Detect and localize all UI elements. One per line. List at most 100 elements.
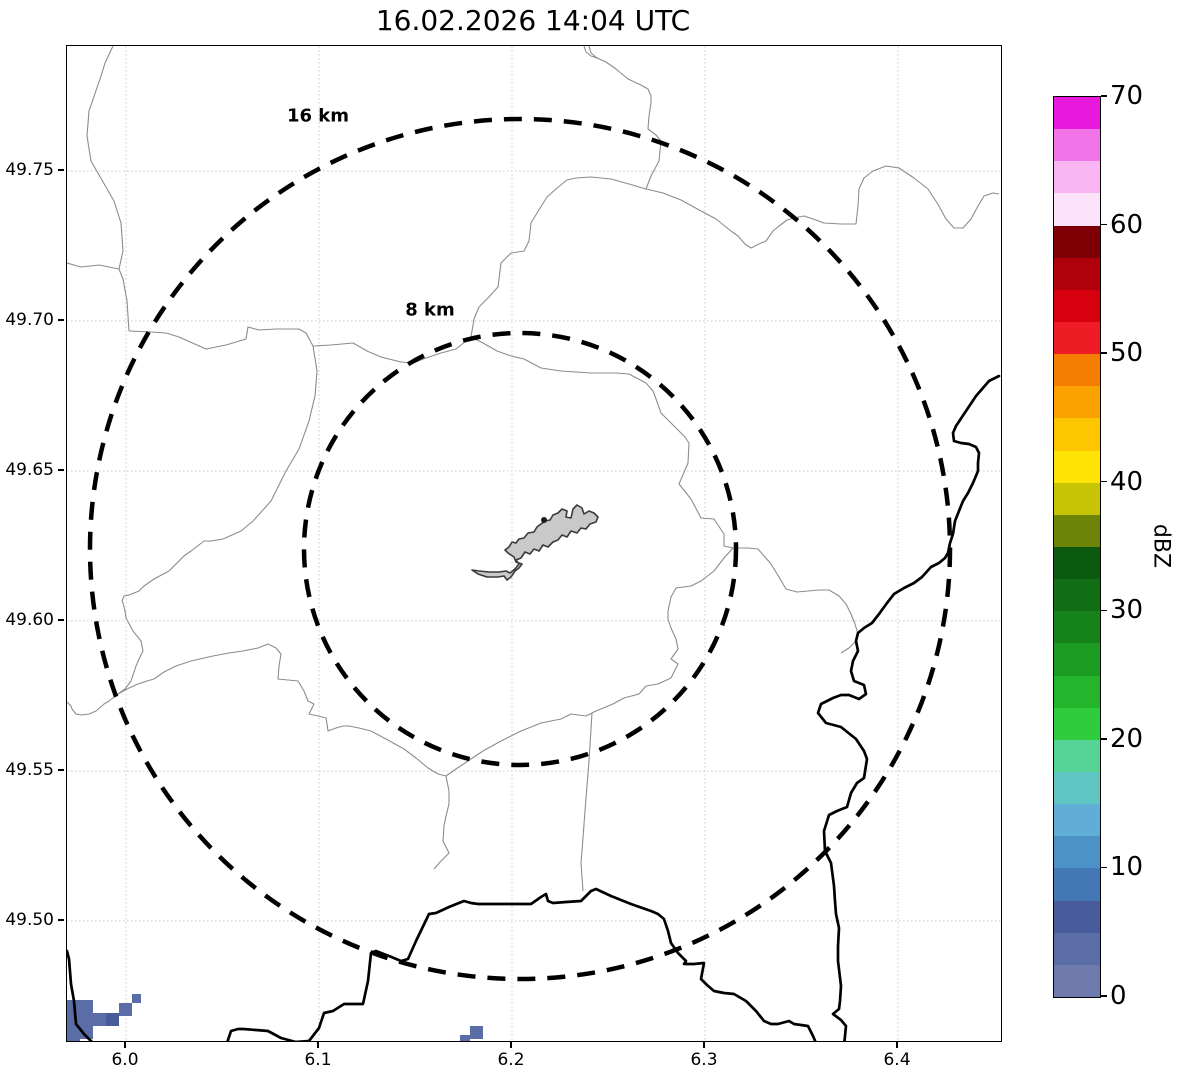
colorbar-segment bbox=[1054, 97, 1100, 130]
colorbar-segment bbox=[1054, 868, 1100, 901]
colorbar-tick-mark bbox=[1101, 995, 1107, 997]
range-ring-circle bbox=[301, 330, 739, 768]
y-tick-mark bbox=[58, 319, 64, 321]
x-tick-label: 6.2 bbox=[497, 1050, 525, 1070]
x-tick-mark bbox=[510, 1042, 512, 1048]
colorbar-tick-mark bbox=[1101, 480, 1107, 483]
colorbar-tick-mark bbox=[1101, 609, 1107, 612]
colorbar-segment bbox=[1054, 289, 1100, 322]
region-boundary-line bbox=[117, 345, 318, 695]
region-boundary-line bbox=[583, 46, 598, 59]
y-tick-label: 49.65 bbox=[5, 460, 54, 480]
region-boundary-line bbox=[645, 165, 1000, 249]
colorbar-tick-label: 40 bbox=[1110, 466, 1144, 497]
region-boundary-line bbox=[128, 326, 647, 384]
colorbar-segment bbox=[1054, 386, 1100, 419]
colorbar-segment bbox=[1054, 354, 1100, 387]
region-boundary-line bbox=[470, 176, 647, 338]
y-tick-label: 49.70 bbox=[5, 310, 54, 330]
colorbar-segment bbox=[1054, 225, 1100, 258]
colorbar-segment bbox=[1054, 482, 1100, 515]
colorbar-segment bbox=[1054, 643, 1100, 676]
radar-echo-cell bbox=[80, 1026, 93, 1039]
colorbar-segment bbox=[1054, 161, 1100, 194]
radar-echo-cell bbox=[80, 1013, 93, 1026]
x-tick-mark bbox=[317, 1042, 319, 1048]
colorbar-segment bbox=[1054, 418, 1100, 451]
city-area-polygon bbox=[471, 504, 599, 581]
region-boundary-line bbox=[117, 643, 447, 777]
colorbar-segment bbox=[1054, 836, 1100, 869]
colorbar-tick-mark bbox=[1101, 866, 1107, 869]
range-ring-circle bbox=[87, 116, 953, 982]
x-tick-label: 6.4 bbox=[883, 1050, 911, 1070]
region-boundary-line bbox=[580, 712, 593, 892]
colorbar-tick-label: 60 bbox=[1110, 209, 1144, 240]
colorbar-segment bbox=[1054, 611, 1100, 644]
colorbar-tick-label: 70 bbox=[1110, 81, 1144, 111]
city-marker-dot bbox=[541, 517, 547, 523]
colorbar-segment bbox=[1054, 321, 1100, 355]
colorbar-segment bbox=[1054, 514, 1100, 547]
colorbar-segment bbox=[1054, 546, 1100, 580]
colorbar-segment bbox=[1054, 579, 1100, 612]
y-tick-label: 49.55 bbox=[5, 760, 54, 780]
range-ring-label: 8 km bbox=[405, 299, 455, 321]
x-tick-label: 6.0 bbox=[111, 1050, 139, 1070]
colorbar-segment bbox=[1054, 900, 1100, 933]
colorbar-segment bbox=[1054, 804, 1100, 837]
colorbar-tick-label: 0 bbox=[1110, 981, 1127, 1011]
region-boundary-line bbox=[588, 46, 662, 190]
radar-echo-cell bbox=[93, 1013, 106, 1026]
y-tick-mark bbox=[58, 769, 64, 771]
colorbar-segment bbox=[1054, 964, 1100, 997]
colorbar-tick-mark bbox=[1101, 352, 1107, 354]
radar-echo-cell bbox=[106, 1013, 119, 1026]
radar-echo-cell bbox=[460, 1035, 470, 1041]
radar-echo-cell bbox=[67, 1039, 80, 1041]
colorbar-tick-mark bbox=[1101, 95, 1107, 97]
region-boundary-line bbox=[86, 46, 130, 332]
colorbar-tick-label: 50 bbox=[1110, 338, 1144, 369]
colorbar-segment bbox=[1054, 450, 1100, 483]
colorbar-segment bbox=[1054, 739, 1100, 772]
radar-echo-cell bbox=[67, 1013, 80, 1026]
colorbar bbox=[1053, 96, 1101, 998]
x-tick-label: 6.3 bbox=[690, 1050, 718, 1070]
y-tick-mark bbox=[58, 169, 64, 171]
y-tick-mark bbox=[58, 469, 64, 471]
radar-echo-cell bbox=[132, 994, 141, 1003]
colorbar-tick-label: 10 bbox=[1110, 852, 1144, 883]
figure-title: 16.02.2026 14:04 UTC bbox=[375, 4, 691, 37]
x-tick-label: 6.1 bbox=[304, 1050, 332, 1070]
colorbar-segment bbox=[1054, 257, 1100, 290]
y-tick-label: 49.75 bbox=[5, 160, 54, 180]
radar-echo-cell bbox=[119, 1003, 132, 1016]
x-tick-mark bbox=[703, 1042, 705, 1048]
radar-echo-cell bbox=[80, 1000, 93, 1013]
region-boundary-line bbox=[445, 547, 734, 777]
y-tick-label: 49.60 bbox=[5, 610, 54, 630]
colorbar-tick-mark bbox=[1101, 738, 1107, 740]
radar-echo-cell bbox=[67, 1026, 80, 1039]
region-boundary-line bbox=[733, 547, 859, 654]
map-canvas bbox=[67, 46, 1001, 1041]
country-border-line bbox=[816, 374, 1001, 1041]
region-boundary-line bbox=[67, 262, 120, 270]
map-plot-area bbox=[66, 45, 1002, 1042]
colorbar-tick-label: 30 bbox=[1110, 595, 1144, 626]
region-boundary-line bbox=[645, 382, 734, 549]
y-tick-mark bbox=[58, 919, 64, 921]
country-border-line bbox=[67, 949, 93, 1041]
colorbar-segment bbox=[1054, 771, 1100, 805]
range-ring-label: 16 km bbox=[286, 105, 350, 127]
colorbar-segment bbox=[1054, 675, 1100, 708]
colorbar-segment bbox=[1054, 129, 1100, 162]
colorbar-unit-label: dBZ bbox=[1148, 523, 1174, 569]
colorbar-tick-mark bbox=[1101, 223, 1107, 226]
colorbar-segment bbox=[1054, 932, 1100, 965]
y-tick-mark bbox=[58, 619, 64, 621]
country-border-line bbox=[226, 887, 817, 1041]
colorbar-segment bbox=[1054, 707, 1100, 740]
